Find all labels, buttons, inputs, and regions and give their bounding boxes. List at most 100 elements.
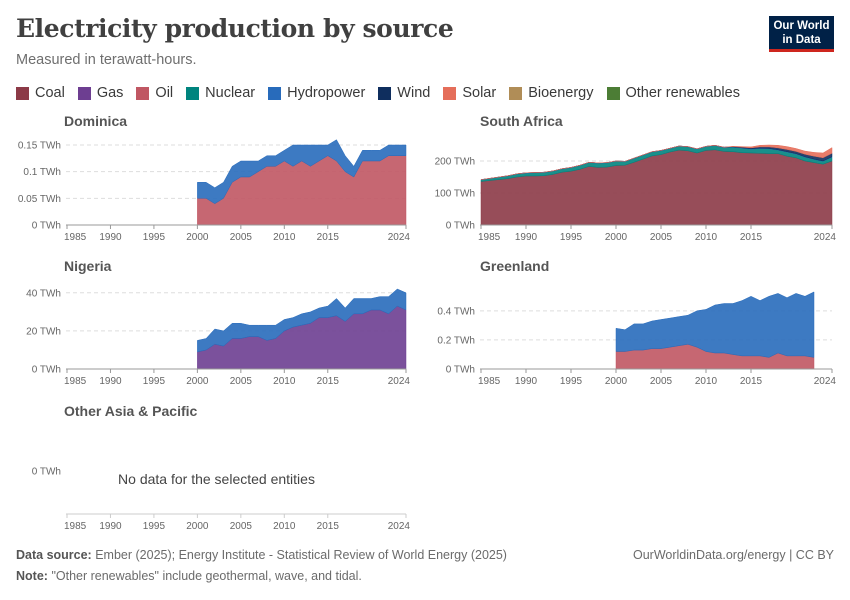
y-tick-label: 20 TWh (26, 326, 61, 337)
x-tick-label: 2024 (814, 232, 837, 243)
legend-swatch (136, 86, 150, 100)
area-hydropower[interactable] (197, 139, 407, 204)
legend-swatch (77, 86, 91, 100)
y-tick-label: 100 TWh (435, 189, 475, 200)
logo-line-2: in Data (782, 34, 821, 46)
note-label: Note: (16, 569, 48, 583)
y-tick-label: 0 TWh (446, 365, 475, 376)
panel-nigeria: Nigeria 0 TWh 20 TWh 40 TWh 1985 1990 1995 2000… (26, 258, 410, 387)
x-tick-label: 2000 (186, 521, 209, 532)
x-tick-label: 1985 (64, 376, 87, 387)
legend-swatch (268, 86, 282, 100)
area-solar[interactable] (480, 144, 833, 180)
legend-swatch (186, 86, 200, 100)
x-tick-label: 2005 (230, 376, 253, 387)
panel-title: Greenland (480, 258, 549, 274)
y-tick-label: 0.2 TWh (437, 335, 475, 346)
area-coal[interactable] (480, 149, 833, 226)
legend-item-oil[interactable]: Oil (136, 85, 173, 101)
area-oil[interactable] (197, 155, 407, 226)
owid-logo[interactable]: Our World in Data (769, 16, 834, 52)
x-tick-label: 1995 (143, 521, 166, 532)
x-tick-label: 1995 (560, 376, 583, 387)
legend-item-wind[interactable]: Wind (378, 85, 430, 101)
legend-swatch (509, 86, 523, 100)
legend-item-hydropower[interactable]: Hydropower (268, 85, 365, 101)
chart-subtitle: Measured in terawatt-hours. (16, 52, 197, 68)
x-tick-label: 2000 (605, 376, 628, 387)
logo-line-1: Our World (773, 20, 830, 32)
small-multiples-chart: Dominica 0 TWh 0.05 TWh 0.1 TWh 0.15 TWh 1985… (18, 113, 837, 532)
x-tick-label: 2015 (317, 521, 340, 532)
x-tick-label: 1985 (64, 232, 87, 243)
x-tick-label: 2010 (695, 376, 718, 387)
x-tick-label: 2005 (650, 376, 673, 387)
x-tick-label: 2010 (273, 376, 296, 387)
x-tick-label: 2015 (740, 232, 763, 243)
x-tick-label: 2024 (388, 521, 411, 532)
x-tick-label: 1990 (99, 376, 122, 387)
x-tick-label: 2005 (230, 521, 253, 532)
legend-label: Oil (155, 85, 174, 101)
chart-title: Electricity production by source (16, 14, 454, 43)
y-tick-label: 0 TWh (32, 467, 61, 478)
legend-label: Wind (397, 85, 431, 101)
x-tick-label: 2000 (605, 232, 628, 243)
x-tick-label: 2010 (273, 521, 296, 532)
legend-swatch (378, 86, 392, 100)
x-tick-label: 2024 (814, 376, 837, 387)
legend-item-coal[interactable]: Coal (16, 85, 65, 101)
footer-source: Data source: Ember (2025); Energy Instit… (16, 548, 507, 562)
area-hydropower[interactable] (615, 291, 815, 358)
legend-label: Hydropower (287, 85, 366, 101)
x-tick-label: 1990 (515, 232, 538, 243)
x-tick-label: 2010 (273, 232, 296, 243)
x-tick-label: 2024 (388, 376, 411, 387)
legend-item-nuclear[interactable]: Nuclear (186, 85, 255, 101)
source-label: Data source: (16, 548, 92, 562)
legend-item-solar[interactable]: Solar (443, 85, 496, 101)
legend-item-bioenergy[interactable]: Bioenergy (509, 85, 594, 101)
legend-label: Nuclear (205, 85, 256, 101)
panel-title: South Africa (480, 113, 563, 129)
footer-license[interactable]: OurWorldinData.org/energy | CC BY (632, 548, 834, 562)
source-text: Ember (2025); Energy Institute - Statist… (95, 548, 507, 562)
legend-label: Coal (35, 85, 65, 101)
x-tick-label: 2015 (740, 376, 763, 387)
x-tick-label: 1985 (64, 521, 87, 532)
panel-greenland: Greenland 0 TWh 0.2 TWh 0.4 TWh 1985 1990 1995… (437, 258, 836, 387)
y-tick-label: 0 TWh (32, 365, 61, 376)
legend-item-gas[interactable]: Gas (77, 85, 123, 101)
legend-swatch (606, 86, 620, 100)
x-tick-label: 1985 (478, 376, 501, 387)
note-text: "Other renewables" include geothermal, w… (51, 569, 362, 583)
y-tick-label: 0.4 TWh (437, 306, 475, 317)
x-tick-label: 1995 (143, 376, 166, 387)
y-tick-label: 0.15 TWh (18, 141, 61, 152)
footer-note: Note: "Other renewables" include geother… (16, 569, 362, 583)
area-hydropower[interactable] (197, 288, 407, 353)
legend-label: Other renewables (625, 85, 740, 101)
x-tick-label: 2000 (186, 232, 209, 243)
y-tick-label: 0 TWh (446, 221, 475, 232)
legend-item-other-renewables[interactable]: Other renewables (606, 85, 740, 101)
y-tick-label: 200 TWh (435, 157, 475, 168)
panel-title: Dominica (64, 113, 127, 129)
x-tick-label: 1990 (99, 232, 122, 243)
y-tick-label: 0.1 TWh (23, 167, 61, 178)
x-tick-label: 1990 (515, 376, 538, 387)
x-tick-label: 2005 (230, 232, 253, 243)
legend-label: Solar (462, 85, 497, 101)
panel-south-africa: South Africa 0 TWh 100 TWh 200 TWh 1985 1990 1… (435, 113, 837, 243)
x-tick-label: 2015 (317, 232, 340, 243)
y-tick-label: 40 TWh (26, 288, 61, 299)
panel-dominica: Dominica 0 TWh 0.05 TWh 0.1 TWh 0.15 TWh 1985… (18, 113, 411, 243)
legend-label: Bioenergy (528, 85, 594, 101)
no-data-message: No data for the selected entities (118, 471, 315, 487)
x-tick-label: 2024 (388, 232, 411, 243)
y-tick-label: 0.05 TWh (18, 194, 61, 205)
panel-title: Nigeria (64, 258, 112, 274)
legend-swatch (16, 86, 29, 100)
x-tick-label: 2015 (317, 376, 340, 387)
x-tick-label: 1995 (143, 232, 166, 243)
